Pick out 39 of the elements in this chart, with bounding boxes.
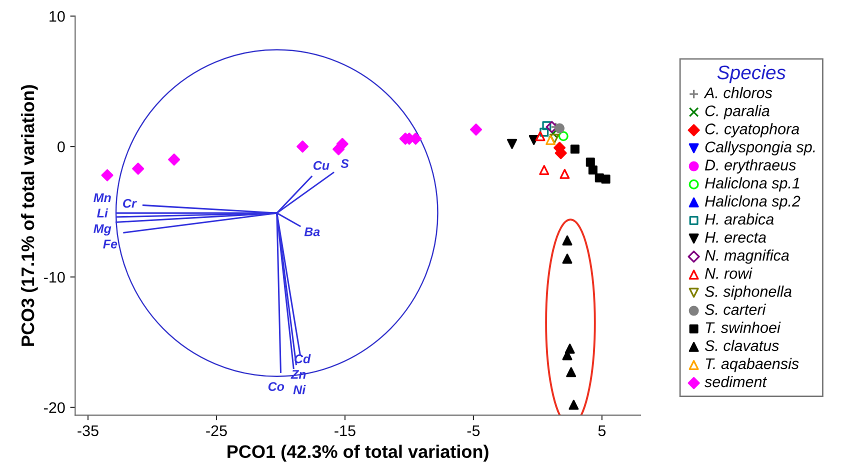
series-label: Co bbox=[268, 382, 284, 391]
series-label: Ni bbox=[293, 385, 306, 394]
y-tick-label: 10 bbox=[50, 10, 65, 22]
y-tick-label: 0 bbox=[58, 141, 65, 152]
legend-label: Haliclona sp.1 bbox=[704, 177, 800, 192]
series-label: Ba bbox=[304, 227, 320, 236]
x-tick-label: -5 bbox=[467, 426, 480, 436]
legend-title: Species bbox=[717, 65, 786, 84]
legend-label: S. carteri bbox=[704, 304, 766, 315]
series-label: S bbox=[340, 159, 349, 168]
legend-label: C. cyatophora bbox=[705, 123, 800, 138]
legend-label: T. aqabaensis bbox=[706, 358, 799, 372]
legend-label: N. rowi bbox=[704, 268, 752, 279]
legend-label: D. erythraeus bbox=[704, 159, 796, 174]
x-axis-title: PCO1 (42.3% of total variation) bbox=[228, 444, 488, 462]
legend-label: N. magnifica bbox=[704, 250, 789, 264]
legend-label: S. siphonella bbox=[704, 286, 792, 300]
legend-label: Haliclona sp.2 bbox=[704, 195, 800, 210]
legend-label: H. arabica bbox=[704, 213, 774, 225]
y-tick-label: -10 bbox=[44, 272, 65, 283]
legend-label: A. chloros bbox=[704, 87, 772, 98]
series-label: Fe bbox=[103, 240, 118, 248]
legend-label: S. clavatus bbox=[704, 340, 779, 352]
y-axis-title: PCO3 (17.1% of total variation) bbox=[20, 85, 38, 346]
legend-label: H. erecta bbox=[704, 232, 766, 243]
legend-label: C. paralia bbox=[705, 105, 770, 120]
legend-label: Callyspongia sp. bbox=[705, 141, 815, 156]
legend-label: T. swinhoei bbox=[706, 322, 781, 334]
y-tick-label: -20 bbox=[44, 402, 65, 414]
series-label: Mn bbox=[94, 193, 111, 202]
series-label: Li bbox=[97, 208, 108, 218]
legend-label: sediment bbox=[704, 376, 768, 388]
series-label: Mg bbox=[94, 224, 112, 236]
x-tick-label: -25 bbox=[206, 425, 227, 436]
series-label: Cr bbox=[123, 198, 137, 208]
series-label: Cu bbox=[313, 161, 330, 170]
x-tick-label: -35 bbox=[78, 425, 98, 436]
x-tick-label: -15 bbox=[334, 426, 356, 436]
x-tick-label: 5 bbox=[598, 426, 606, 436]
